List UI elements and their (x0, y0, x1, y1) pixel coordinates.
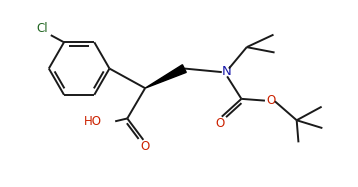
Text: HO: HO (84, 115, 102, 128)
Polygon shape (145, 65, 186, 88)
Text: O: O (266, 94, 275, 107)
Text: O: O (216, 117, 224, 130)
Text: N: N (222, 65, 231, 78)
Text: Cl: Cl (37, 22, 48, 35)
Text: O: O (140, 140, 150, 153)
